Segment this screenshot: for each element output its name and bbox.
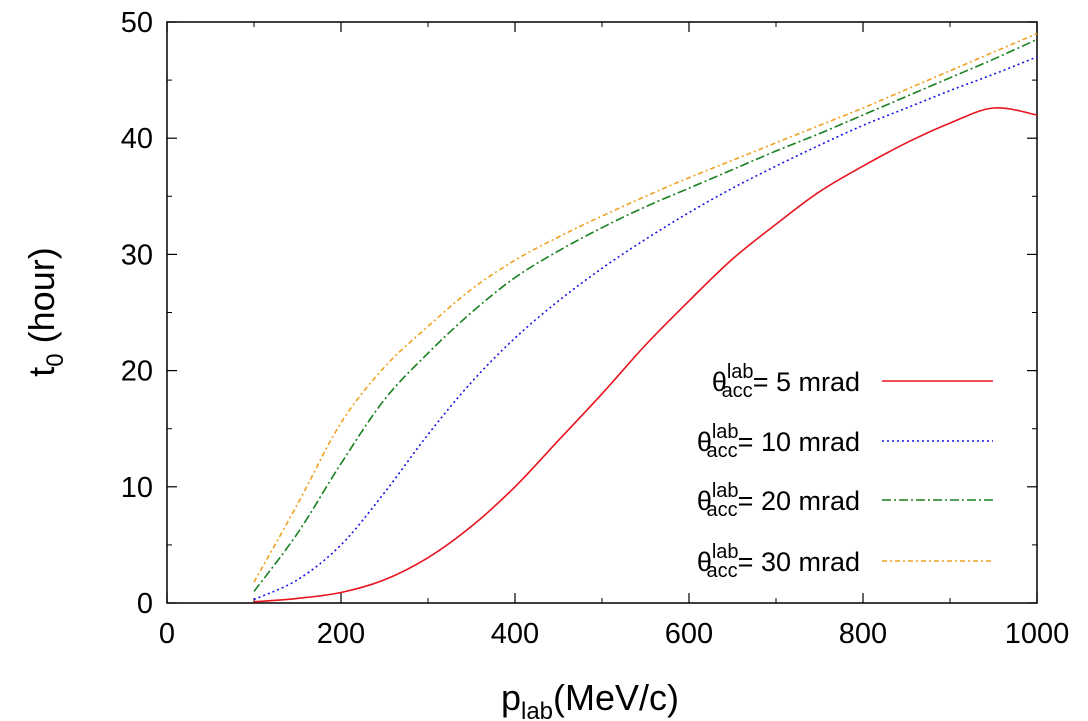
- x-tick-label: 200: [317, 618, 365, 650]
- x-axis-title-main: p: [501, 677, 521, 718]
- y-tick-label: 30: [121, 239, 153, 271]
- plot-frame: [166, 21, 1038, 604]
- y-tick-label: 10: [121, 472, 153, 504]
- x-axis-title-rest: (MeV/c): [553, 677, 679, 718]
- y-tick-label: 50: [121, 7, 153, 39]
- y-axis-title-main: t: [21, 367, 62, 377]
- legend-label: θlab acc= 20 mrad: [697, 480, 860, 521]
- legend-label: θlab acc= 5 mrad: [712, 361, 860, 402]
- series-lines: [253, 32, 1038, 603]
- legend-label: θlab acc= 30 mrad: [697, 541, 860, 582]
- y-tick-label: 20: [121, 356, 153, 388]
- x-axis-title: plab(MeV/c): [501, 677, 679, 721]
- axis-ticks: [166, 21, 1038, 604]
- x-tick-label: 400: [491, 618, 539, 650]
- legend-label: θlab acc= 10 mrad: [697, 421, 860, 462]
- tick-labels: 0 200 400 600 800 1000 0 10 20 30 40 50: [121, 7, 1070, 650]
- y-axis-title-rest: (hour): [21, 247, 62, 353]
- y-tick-label: 0: [137, 588, 153, 620]
- y-axis-title-sub: 0: [42, 353, 69, 366]
- x-tick-label: 800: [839, 618, 887, 650]
- legend: θlab acc= 5 mrad θlab acc= 10 mrad θlab acc= …: [697, 361, 993, 582]
- x-tick-label: 0: [159, 618, 175, 650]
- x-tick-label: 600: [665, 618, 713, 650]
- x-axis-title-sub: lab: [521, 698, 553, 721]
- series-line-4: [253, 32, 1038, 583]
- series-line-1: [253, 107, 1038, 603]
- y-tick-label: 40: [121, 123, 153, 155]
- x-tick-label: 1000: [1005, 618, 1070, 650]
- series-line-2: [253, 56, 1038, 601]
- y-axis-title: t0 (hour): [21, 247, 69, 376]
